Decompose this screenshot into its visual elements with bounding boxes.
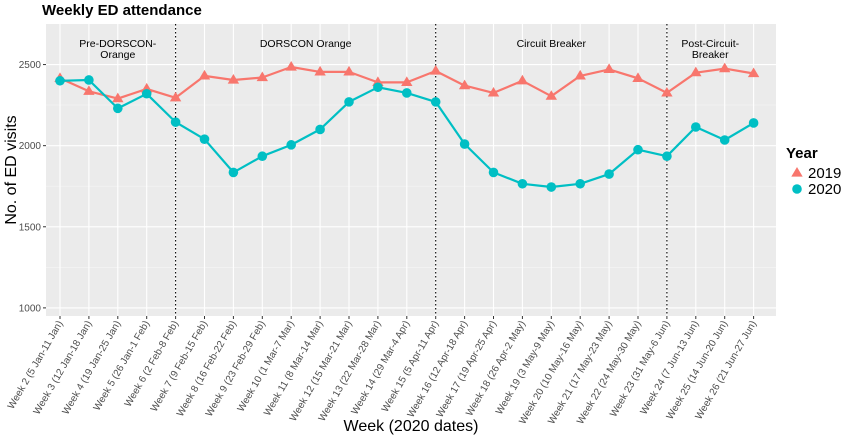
legend-label-2019: 2019 <box>808 165 841 182</box>
point-2020 <box>633 144 643 155</box>
point-2020 <box>748 118 759 128</box>
x-tick-label: Week 2 (5 Jan-11 Jan) <box>6 319 66 411</box>
point-2020 <box>228 167 239 178</box>
point-2019 <box>285 60 297 71</box>
y-tick-label: 1000 <box>19 303 42 314</box>
point-2019 <box>719 62 731 73</box>
point-2020 <box>286 140 297 150</box>
point-2020 <box>141 88 152 99</box>
point-2019 <box>603 63 615 74</box>
point-2019 <box>198 69 211 80</box>
point-2020 <box>315 124 325 135</box>
point-2020 <box>575 178 585 189</box>
point-2019 <box>574 69 586 80</box>
legend-label-2020: 2020 <box>808 181 841 198</box>
phase-label-line: DORSCON Orange <box>260 38 352 50</box>
point-2020 <box>604 169 614 179</box>
y-axis-title: No. of ED visits <box>3 115 20 224</box>
grid-lines <box>46 24 776 316</box>
point-2019 <box>343 65 355 76</box>
point-2019 <box>112 92 124 103</box>
point-2019 <box>545 90 557 100</box>
legend-title: Year <box>786 145 818 162</box>
point-2020 <box>546 182 557 192</box>
point-2019 <box>487 86 500 97</box>
x-tick-label: Week 5 (26 Jan-1 Feb) <box>92 319 153 413</box>
x-tick-label: Week 10 (1 Mar-7 Mar) <box>236 319 297 414</box>
phase-label-line: Pre-DORSCON- <box>79 38 157 50</box>
phase-label: DORSCON Orange <box>260 38 352 50</box>
data-series <box>54 60 760 192</box>
point-2019 <box>458 79 471 90</box>
phase-label: Pre-DORSCON-Orange <box>79 38 157 61</box>
point-2020 <box>719 135 730 145</box>
point-2020 <box>344 97 354 107</box>
y-axis-ticks: 1000 1500 2000 2500 <box>19 60 46 314</box>
x-tick-label: Week 7 (9 Feb-15 Feb) <box>149 319 210 414</box>
point-2020 <box>170 117 181 127</box>
chart-title: Weekly ED attendance <box>42 2 202 19</box>
point-2020 <box>84 75 94 85</box>
x-axis-title: Week (2020 dates) <box>344 418 479 435</box>
phase-label-line: Post-Circuit- <box>681 38 739 50</box>
y-tick-label: 2000 <box>19 141 42 152</box>
point-2020 <box>488 167 499 178</box>
point-2019 <box>516 74 529 85</box>
phase-label: Post-Circuit-Breaker <box>681 38 739 61</box>
point-2020 <box>662 151 672 162</box>
y-tick-label: 2500 <box>19 60 42 71</box>
point-2020 <box>691 122 701 132</box>
point-2019 <box>83 85 95 95</box>
legend-key-2020 <box>792 184 802 194</box>
point-2019 <box>256 71 268 82</box>
point-2019 <box>661 86 673 97</box>
legend-key-2019 <box>791 167 803 177</box>
x-tick-label: Week 6 (2 Feb-8 Feb) <box>123 319 181 409</box>
point-2020 <box>199 134 210 144</box>
phase-label-line: Orange <box>100 49 135 61</box>
phase-label-line: Breaker <box>692 49 729 61</box>
point-2020 <box>402 88 412 98</box>
point-2019 <box>169 91 182 102</box>
point-2019 <box>227 73 240 84</box>
point-2020 <box>430 97 441 107</box>
y-tick-label: 1500 <box>19 222 42 233</box>
x-axis-ticks: Week 2 (5 Jan-11 Jan)Week 3 (12 Jan-18 J… <box>6 316 759 426</box>
phase-label-line: Circuit Breaker <box>517 38 587 50</box>
point-2020 <box>55 75 65 86</box>
point-2020 <box>113 103 123 114</box>
point-2020 <box>373 82 383 93</box>
point-2020 <box>517 178 528 189</box>
phase-labels: Pre-DORSCON-Orange DORSCON Orange Circuit … <box>79 38 739 61</box>
point-2019 <box>747 67 760 78</box>
point-2020 <box>257 151 268 162</box>
point-2019 <box>314 65 326 76</box>
point-2019 <box>690 66 702 77</box>
point-2019 <box>430 65 442 75</box>
phase-label: Circuit Breaker <box>517 38 587 50</box>
point-2019 <box>632 72 644 82</box>
point-2020 <box>459 139 470 149</box>
point-2019 <box>401 76 413 86</box>
